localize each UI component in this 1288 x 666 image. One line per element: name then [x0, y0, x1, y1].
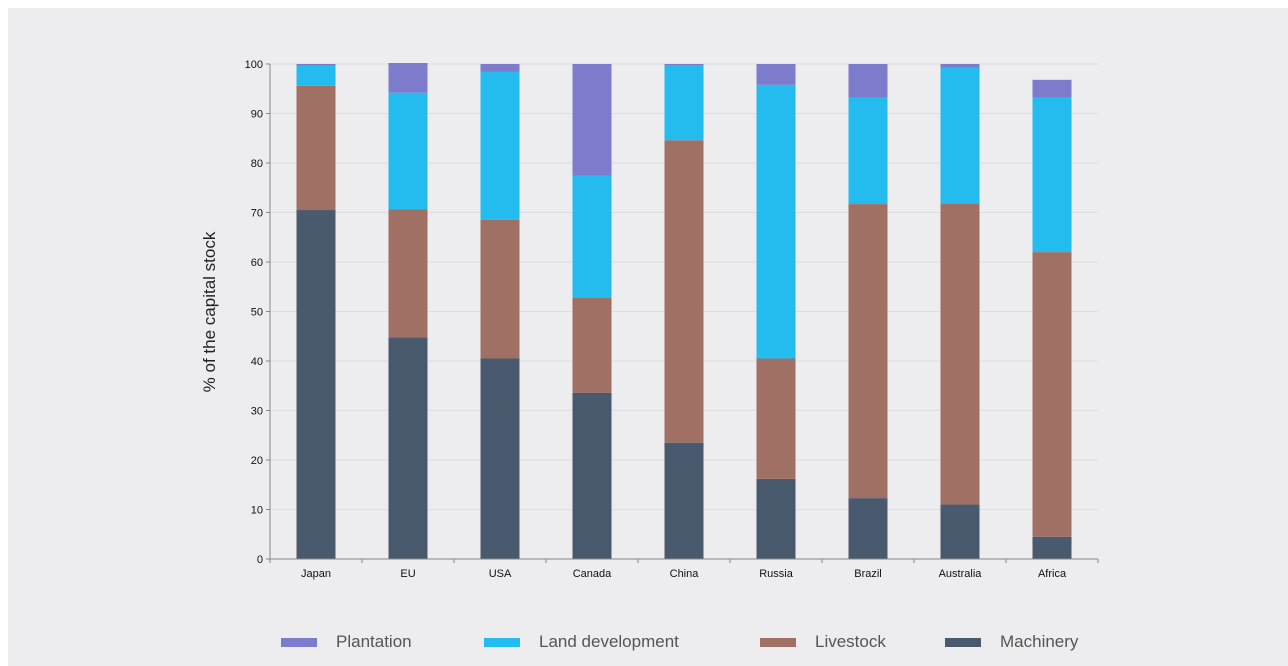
x-tick-label-russia: Russia	[759, 568, 794, 580]
bar-japan-livestock	[297, 86, 336, 210]
bars	[297, 63, 1072, 559]
x-tick-labels: Japan EU USA Canada China Russia Brazil Austral…	[301, 568, 1067, 580]
bar-australia-machinery	[941, 505, 980, 559]
bar-brazil-livestock	[849, 204, 888, 498]
bar-usa-livestock	[481, 220, 520, 359]
y-tick-label-80: 80	[251, 158, 263, 170]
x-tick-label-australia: Australia	[939, 568, 983, 580]
legend-swatch-livestock	[760, 638, 796, 647]
bar-canada-livestock	[573, 298, 612, 393]
bar-eu-machinery	[389, 337, 428, 559]
legend-label-plantation: Plantation	[336, 632, 412, 652]
bar-russia-livestock	[757, 359, 796, 479]
legend-swatch-machinery	[945, 638, 981, 647]
legend-swatch-land-development	[484, 638, 520, 647]
bar-china-plantation	[665, 64, 704, 65]
bar-australia-plantation	[941, 64, 980, 67]
legend-label-livestock: Livestock	[815, 632, 886, 652]
y-tick-label-50: 50	[251, 307, 263, 319]
legend-item-land-development: Land development	[484, 632, 679, 652]
y-axis-label: % of the capital stock	[200, 231, 219, 392]
bar-china-livestock	[665, 140, 704, 442]
y-tick-label-90: 90	[251, 109, 263, 121]
bar-japan-land-development	[297, 65, 336, 85]
bar-brazil-machinery	[849, 498, 888, 559]
y-tick-label-0: 0	[257, 554, 263, 566]
bar-usa-land-development	[481, 72, 520, 220]
bar-usa-machinery	[481, 359, 520, 559]
x-tick-label-africa: Africa	[1038, 568, 1067, 580]
bar-japan-plantation	[297, 64, 336, 65]
legend-item-livestock: Livestock	[760, 632, 886, 652]
bar-japan-machinery	[297, 210, 336, 559]
y-tick-label-30: 30	[251, 406, 263, 418]
legend-item-plantation: Plantation	[281, 632, 412, 652]
bar-brazil-land-development	[849, 98, 888, 204]
bar-china-land-development	[665, 65, 704, 140]
x-tick-label-usa: USA	[489, 568, 512, 580]
x-tick-label-japan: Japan	[301, 568, 331, 580]
y-tick-label-100: 100	[245, 59, 263, 71]
legend-label-land-development: Land development	[539, 632, 679, 652]
x-tick-label-eu: EU	[400, 568, 415, 580]
bar-africa-plantation	[1033, 80, 1072, 98]
y-tick-label-10: 10	[251, 505, 263, 517]
bar-russia-plantation	[757, 64, 796, 85]
bar-australia-livestock	[941, 204, 980, 505]
bar-usa-plantation	[481, 64, 520, 72]
x-tick-label-brazil: Brazil	[854, 568, 882, 580]
bar-russia-land-development	[757, 85, 796, 359]
x-tick-label-china: China	[670, 568, 700, 580]
bar-africa-machinery	[1033, 537, 1072, 559]
bar-canada-land-development	[573, 176, 612, 298]
bar-brazil-plantation	[849, 64, 888, 98]
bar-eu-land-development	[389, 93, 428, 210]
bar-china-machinery	[665, 443, 704, 559]
y-tick-label-40: 40	[251, 356, 263, 368]
bar-africa-livestock	[1033, 252, 1072, 537]
y-tick-label-70: 70	[251, 208, 263, 220]
bar-canada-machinery	[573, 393, 612, 559]
bar-africa-land-development	[1033, 98, 1072, 252]
bar-australia-land-development	[941, 67, 980, 203]
bar-russia-machinery	[757, 479, 796, 559]
legend-label-machinery: Machinery	[1000, 632, 1078, 652]
bar-canada-plantation	[573, 64, 612, 176]
y-tick-label-60: 60	[251, 257, 263, 269]
legend: Plantation Land development Livestock Ma…	[0, 632, 1288, 660]
bar-eu-livestock	[389, 210, 428, 338]
legend-item-machinery: Machinery	[945, 632, 1078, 652]
y-tick-labels: 0 10 20 30 40 50 60 70 80 90 100	[245, 59, 263, 566]
y-tick-label-20: 20	[251, 455, 263, 467]
legend-swatch-plantation	[281, 638, 317, 647]
bar-eu-plantation	[389, 63, 428, 93]
x-tick-label-canada: Canada	[573, 568, 612, 580]
